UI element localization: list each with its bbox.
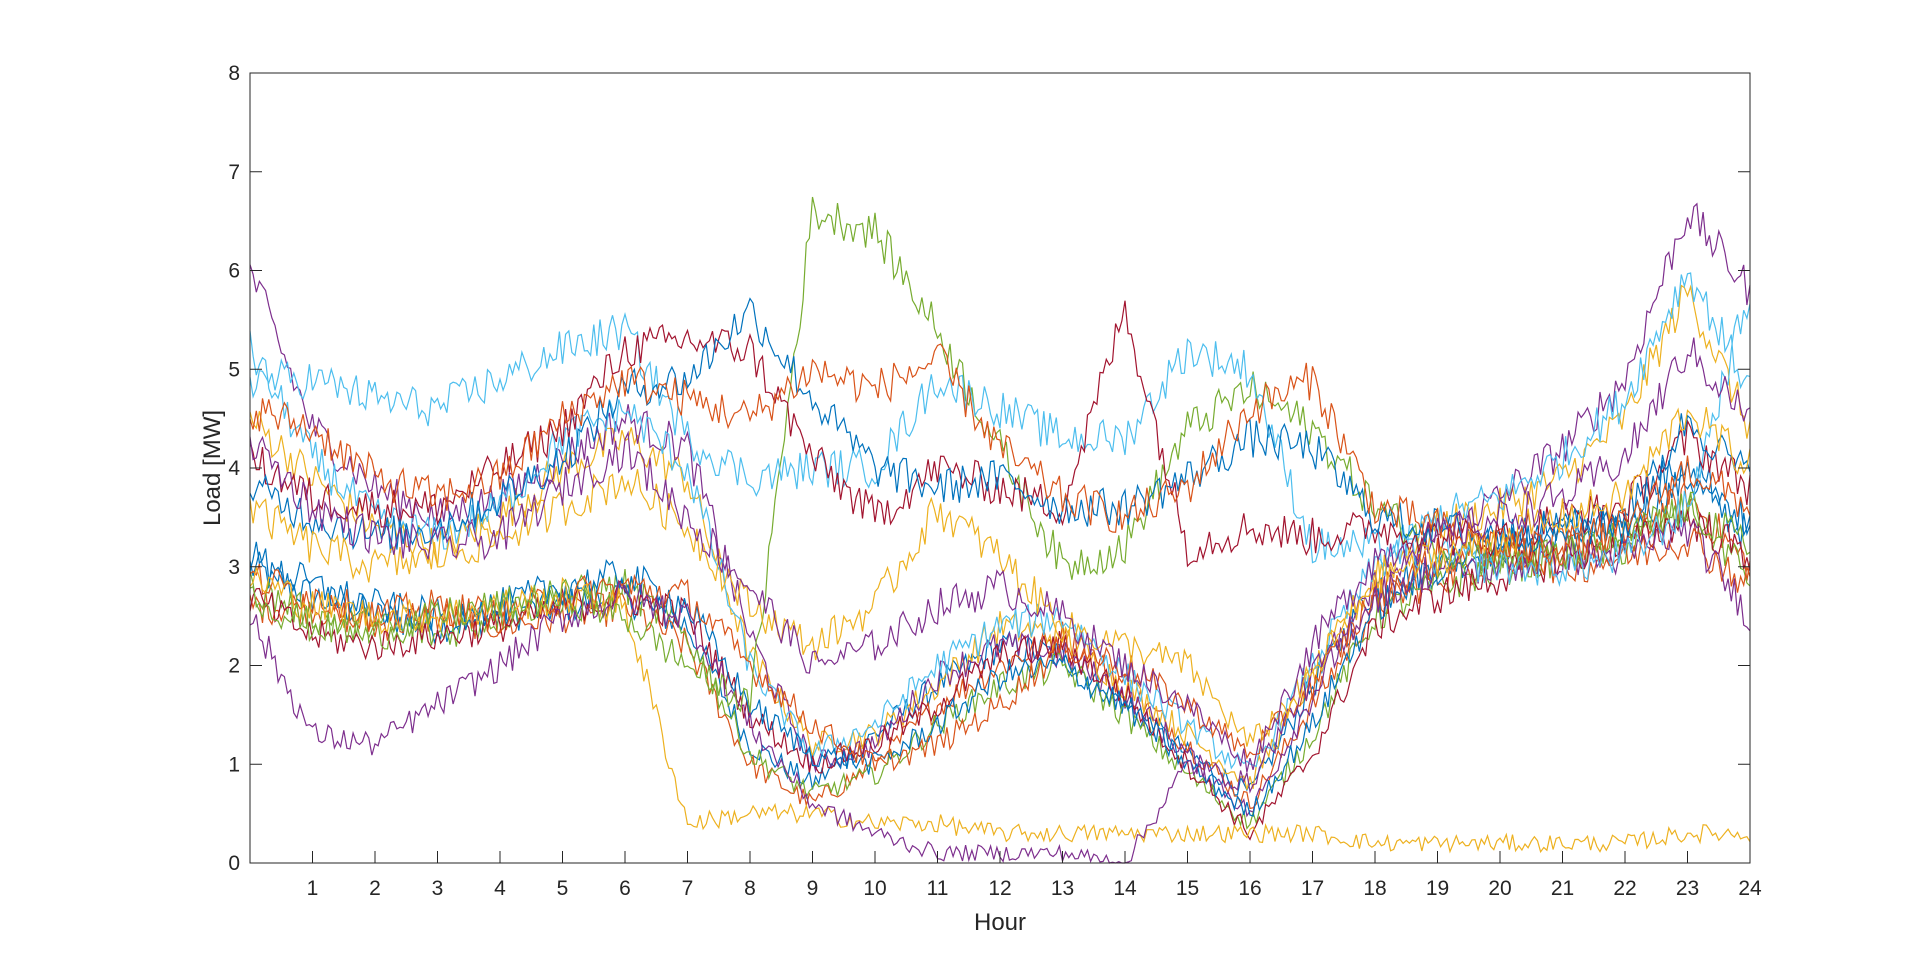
x-tick-label: 9 <box>807 877 819 900</box>
series-line-14 <box>249 300 1751 568</box>
series-line-18 <box>249 337 1751 773</box>
x-tick-label: 5 <box>557 877 569 900</box>
series-line-9 <box>249 527 1751 772</box>
x-tick-label: 22 <box>1613 877 1636 900</box>
y-tick-label: 1 <box>228 753 240 776</box>
x-tick-label: 15 <box>1176 877 1199 900</box>
x-tick-label: 6 <box>619 877 631 900</box>
y-tick-label: 6 <box>228 260 240 283</box>
series-line-5 <box>249 491 1751 830</box>
series-line-15 <box>249 297 1751 553</box>
y-tick-label: 5 <box>228 358 240 381</box>
x-tick-label: 2 <box>369 877 381 900</box>
y-tick-label: 4 <box>228 457 240 480</box>
x-tick-label: 4 <box>494 877 506 900</box>
x-tick-label: 21 <box>1551 877 1574 900</box>
y-tick-label: 3 <box>228 556 240 579</box>
x-tick-label: 19 <box>1426 877 1449 900</box>
x-tick-label: 17 <box>1301 877 1324 900</box>
x-tick-label: 3 <box>432 877 444 900</box>
series-line-7 <box>249 510 1751 841</box>
x-tick-label: 24 <box>1738 877 1762 900</box>
y-tick-label: 0 <box>228 852 240 875</box>
x-tick-label: 18 <box>1363 877 1386 900</box>
x-tick-label: 11 <box>927 877 949 900</box>
series-line-6 <box>249 272 1751 770</box>
x-tick-label: 23 <box>1676 877 1699 900</box>
x-tick-label: 8 <box>744 877 756 900</box>
y-axis-label: Load [MW] <box>199 410 226 526</box>
y-axis: 0 1 2 3 4 5 6 7 8 <box>228 62 1750 875</box>
x-tick-label: 20 <box>1488 877 1511 900</box>
series-line-12 <box>249 196 1751 713</box>
x-tick-label: 1 <box>307 877 319 900</box>
y-tick-label: 8 <box>228 62 240 85</box>
x-tick-label: 13 <box>1051 877 1074 900</box>
x-tick-label: 7 <box>682 877 694 900</box>
x-tick-label: 16 <box>1238 877 1261 900</box>
x-tick-label: 10 <box>863 877 886 900</box>
y-tick-label: 7 <box>228 161 240 184</box>
x-tick-label: 12 <box>988 877 1011 900</box>
y-tick-label: 2 <box>228 655 240 678</box>
x-axis: 1 2 3 4 5 6 7 8 9 10 11 12 13 14 15 16 17 18 19 20 21 22 23 24 <box>307 851 1762 900</box>
x-tick-label: 14 <box>1113 877 1137 900</box>
series-line-13 <box>249 303 1751 588</box>
x-axis-label: Hour <box>974 909 1026 936</box>
